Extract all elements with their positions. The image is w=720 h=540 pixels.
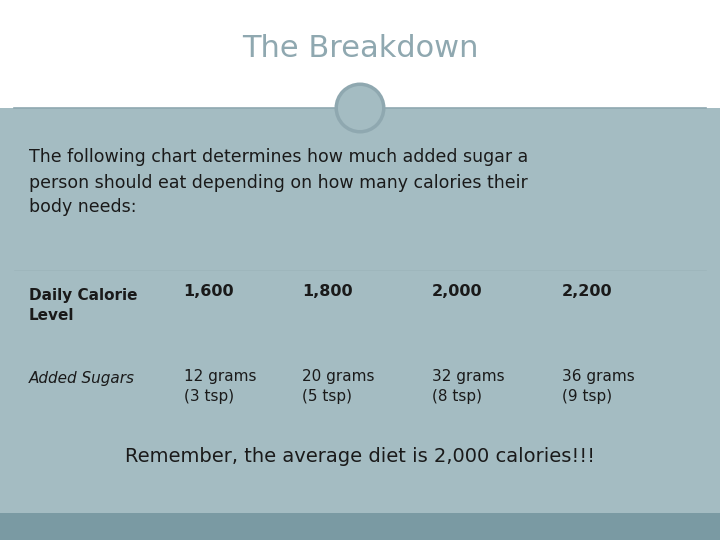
Text: 12 grams
(3 tsp): 12 grams (3 tsp) bbox=[184, 369, 256, 404]
Text: 1,600: 1,600 bbox=[184, 284, 234, 299]
Text: 2,200: 2,200 bbox=[562, 284, 612, 299]
Text: 36 grams
(9 tsp): 36 grams (9 tsp) bbox=[562, 369, 634, 404]
Text: 2,000: 2,000 bbox=[432, 284, 482, 299]
Text: The Breakdown: The Breakdown bbox=[242, 34, 478, 63]
Text: The following chart determines how much added sugar a
person should eat dependin: The following chart determines how much … bbox=[29, 148, 528, 217]
Text: Daily Calorie
Level: Daily Calorie Level bbox=[29, 288, 138, 323]
Text: 1,800: 1,800 bbox=[302, 284, 353, 299]
Text: 32 grams
(8 tsp): 32 grams (8 tsp) bbox=[432, 369, 505, 404]
Text: Added Sugars: Added Sugars bbox=[29, 372, 135, 386]
Text: 20 grams
(5 tsp): 20 grams (5 tsp) bbox=[302, 369, 375, 404]
Text: Remember, the average diet is 2,000 calories!!!: Remember, the average diet is 2,000 calo… bbox=[125, 447, 595, 466]
